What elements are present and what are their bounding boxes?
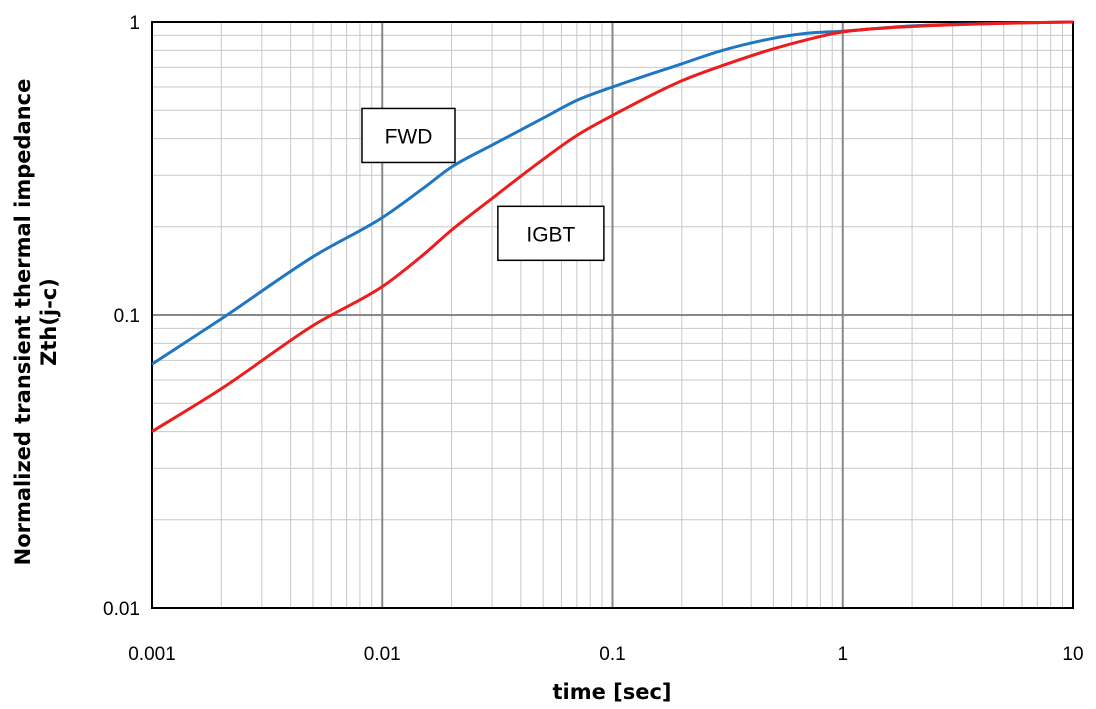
x-tick-label: 0.001 bbox=[128, 644, 176, 665]
annotation-label: IGBT bbox=[526, 223, 575, 246]
y-tick-label: 1 bbox=[129, 13, 140, 34]
annotation-label: FWD bbox=[385, 125, 433, 148]
annotation-box bbox=[497, 205, 605, 262]
annotation-fwd: FWD bbox=[361, 107, 456, 164]
x-tick-label: 0.01 bbox=[364, 644, 401, 665]
annotation-box bbox=[361, 107, 456, 164]
y-axis-title-line2: Zth(j-c) bbox=[37, 278, 61, 366]
series-layer bbox=[151, 20, 1074, 433]
y-tick-labels: 0.01 0.1 1 bbox=[103, 13, 140, 620]
y-tick-label: 0.1 bbox=[114, 306, 140, 327]
series-line-igbt bbox=[151, 20, 1074, 433]
x-tick-label: 1 bbox=[837, 644, 848, 665]
y-axis-title-line1: Normalized transient thermal impedance bbox=[11, 79, 35, 566]
plot-frame bbox=[151, 21, 1074, 609]
y-tick-label: 0.01 bbox=[103, 599, 140, 620]
x-axis-title: time [sec] bbox=[552, 680, 671, 704]
x-tick-label: 10 bbox=[1062, 644, 1083, 665]
annotation-igbt: IGBT bbox=[497, 205, 605, 262]
x-tick-label: 0.1 bbox=[599, 644, 625, 665]
annotation-layer: FWD IGBT bbox=[361, 107, 605, 262]
x-tick-labels: 0.001 0.01 0.1 1 10 bbox=[128, 644, 1083, 665]
